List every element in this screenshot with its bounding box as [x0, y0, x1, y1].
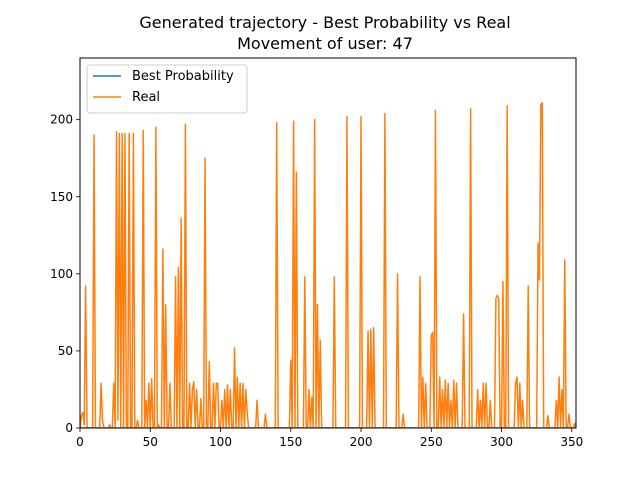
x-tick-label: 0	[76, 435, 84, 449]
y-tick-label: 150	[50, 190, 73, 204]
x-tick-label: 350	[560, 435, 583, 449]
legend: Best Probability Real	[86, 64, 248, 114]
series-line-real	[80, 101, 576, 428]
x-tick-label: 300	[490, 435, 513, 449]
x-tick-label: 50	[143, 435, 158, 449]
chart-title: Generated trajectory - Best Probability …	[139, 13, 510, 32]
plot-frame	[79, 57, 577, 429]
chart-subtitle: Movement of user: 47	[237, 34, 413, 53]
x-tick-label: 200	[350, 435, 373, 449]
x-axis: 0 50 100 150 200 250 300 350	[76, 428, 583, 449]
legend-label-best-probability: Best Probability	[132, 69, 234, 84]
y-tick-label: 0	[65, 421, 73, 435]
y-axis: 0 50 100 150 200	[50, 113, 80, 435]
x-tick-label: 100	[209, 435, 232, 449]
y-tick-label: 50	[58, 344, 73, 358]
legend-box	[86, 64, 248, 114]
y-tick-label: 100	[50, 267, 73, 281]
x-tick-label: 150	[279, 435, 302, 449]
legend-label-real: Real	[132, 90, 160, 105]
x-tick-label: 250	[420, 435, 443, 449]
series-layer	[80, 101, 576, 428]
y-tick-label: 200	[50, 113, 73, 127]
